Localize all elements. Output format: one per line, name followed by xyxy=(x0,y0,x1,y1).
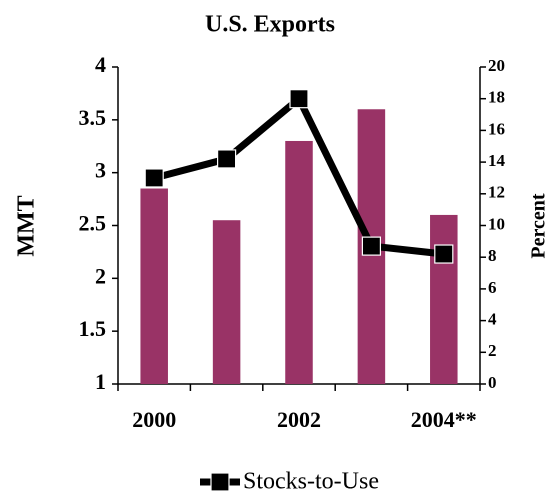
y2-tick-label: 20 xyxy=(488,56,505,75)
y-tick-label: 3 xyxy=(95,158,106,183)
line-marker xyxy=(434,244,454,264)
y-tick-label: 2 xyxy=(95,263,106,288)
y2-tick-label: 0 xyxy=(488,373,497,392)
line-marker xyxy=(361,236,381,256)
x-tick-label: 2004** xyxy=(411,407,477,432)
y-tick-label: 1.5 xyxy=(79,316,107,341)
y2-tick-label: 8 xyxy=(488,246,497,265)
line-marker xyxy=(144,168,164,188)
y2-tick-label: 4 xyxy=(488,310,497,329)
y-tick-label: 3.5 xyxy=(79,105,107,130)
y2-tick-label: 16 xyxy=(488,119,505,138)
y2-tick-label: 14 xyxy=(488,151,506,170)
y-tick-label: 2.5 xyxy=(79,211,107,236)
y-tick-label: 1 xyxy=(95,369,106,394)
line-marker xyxy=(289,89,309,109)
y2-tick-label: 10 xyxy=(488,214,505,233)
y2-tick-label: 6 xyxy=(488,278,497,297)
legend-marker xyxy=(210,472,230,492)
y2-tick-label: 12 xyxy=(488,183,505,202)
y2-tick-label: 18 xyxy=(488,88,505,107)
y-tick-label: 4 xyxy=(95,52,106,77)
x-tick-label: 2000 xyxy=(132,407,176,432)
y2-tick-label: 2 xyxy=(488,341,497,360)
bar xyxy=(285,140,313,384)
x-tick-label: 2002 xyxy=(277,407,321,432)
bar xyxy=(140,188,168,384)
y2-axis-label: Percent xyxy=(528,193,550,258)
legend-label: Stocks-to-Use xyxy=(243,469,379,495)
y-axis-label: MMT xyxy=(14,195,40,256)
chart-title: U.S. Exports xyxy=(205,12,335,38)
bar xyxy=(212,220,241,384)
line-marker xyxy=(217,149,237,169)
bar xyxy=(430,214,458,384)
